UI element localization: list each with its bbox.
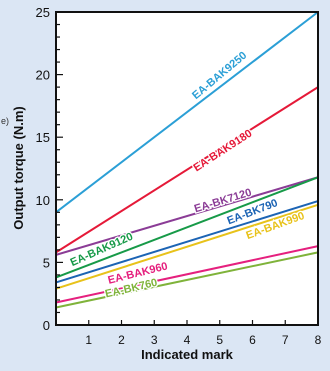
series-line-ea-bak990	[55, 203, 319, 290]
plot-background	[56, 12, 318, 325]
x-tick-label: 6	[249, 333, 256, 347]
y-tick-label: 20	[36, 68, 50, 83]
y-tick-label: 15	[36, 130, 50, 145]
x-tick-label: 5	[216, 333, 223, 347]
x-tick-label: 8	[315, 333, 322, 347]
x-tick-label: 4	[184, 333, 191, 347]
left-edge-text-fragment: e)	[1, 116, 10, 126]
series-line-ea-bak9180	[55, 86, 319, 254]
series-line-ea-bak9120	[55, 176, 319, 279]
axis-ticks: 0 5 10 15 20 25 1 2 3 4 5 6 7 8	[36, 5, 322, 347]
x-tick-label: 2	[118, 333, 125, 347]
y-tick-label: 10	[36, 193, 50, 208]
y-tick-label: 5	[43, 255, 50, 270]
x-tick-label: 3	[151, 333, 158, 347]
y-axis-title: Output torque (N.m)	[11, 106, 26, 229]
plot-frame	[55, 11, 319, 326]
y-tick-label: 0	[43, 318, 50, 333]
x-axis-title: Indicated mark	[141, 347, 234, 362]
y-tick-label: 25	[36, 5, 50, 20]
series-line-ea-bk790	[55, 200, 319, 284]
series-line-ea-bk760	[55, 251, 319, 309]
series-line-ea-bak960	[55, 245, 319, 304]
x-tick-label: 1	[85, 333, 92, 347]
series-line-ea-bak9250	[55, 11, 319, 214]
series-lines	[55, 11, 319, 309]
x-tick-label: 7	[282, 333, 289, 347]
series-line-ea-bk7120	[55, 176, 319, 256]
